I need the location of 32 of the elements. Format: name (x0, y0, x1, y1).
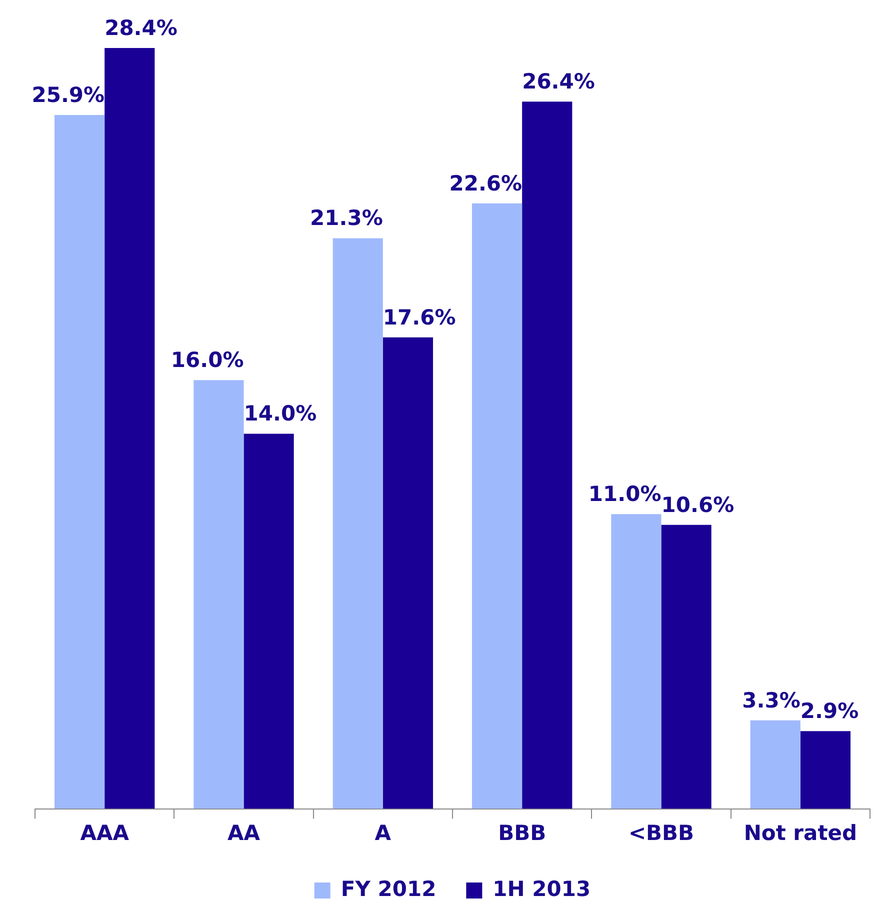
bar (661, 524, 712, 809)
data-label: 26.4% (522, 70, 595, 94)
x-tick-label: AAA (80, 820, 130, 845)
bar (800, 731, 851, 809)
bar (472, 203, 522, 809)
legend-label: 1H 2013 (492, 876, 591, 901)
bar (750, 720, 800, 809)
bar (244, 434, 294, 809)
data-label: 25.9% (32, 82, 105, 107)
x-tick-label: Not rated (744, 820, 858, 845)
bar (332, 238, 383, 809)
data-label: 21.3% (310, 206, 383, 230)
data-label: 17.6% (382, 305, 456, 330)
data-label: 10.6% (661, 492, 734, 517)
bar (611, 514, 662, 809)
x-tick-label: AA (227, 820, 261, 845)
data-label: 16.0% (170, 348, 244, 372)
bar (104, 48, 155, 809)
x-tick-label: BBB (498, 820, 546, 845)
bar (382, 337, 434, 809)
data-label: 2.9% (800, 699, 859, 724)
data-label: 28.4% (104, 16, 178, 40)
bar (54, 114, 105, 809)
data-label: 22.6% (449, 171, 522, 196)
data-label: 11.0% (588, 482, 662, 506)
x-tick-label: A (374, 820, 392, 845)
bar (194, 380, 244, 809)
data-label: 3.3% (742, 688, 800, 712)
bar (522, 102, 572, 809)
legend-label: FY 2012 (340, 876, 436, 901)
data-label: 14.0% (244, 402, 317, 426)
x-tick-label: <BBB (628, 820, 694, 845)
